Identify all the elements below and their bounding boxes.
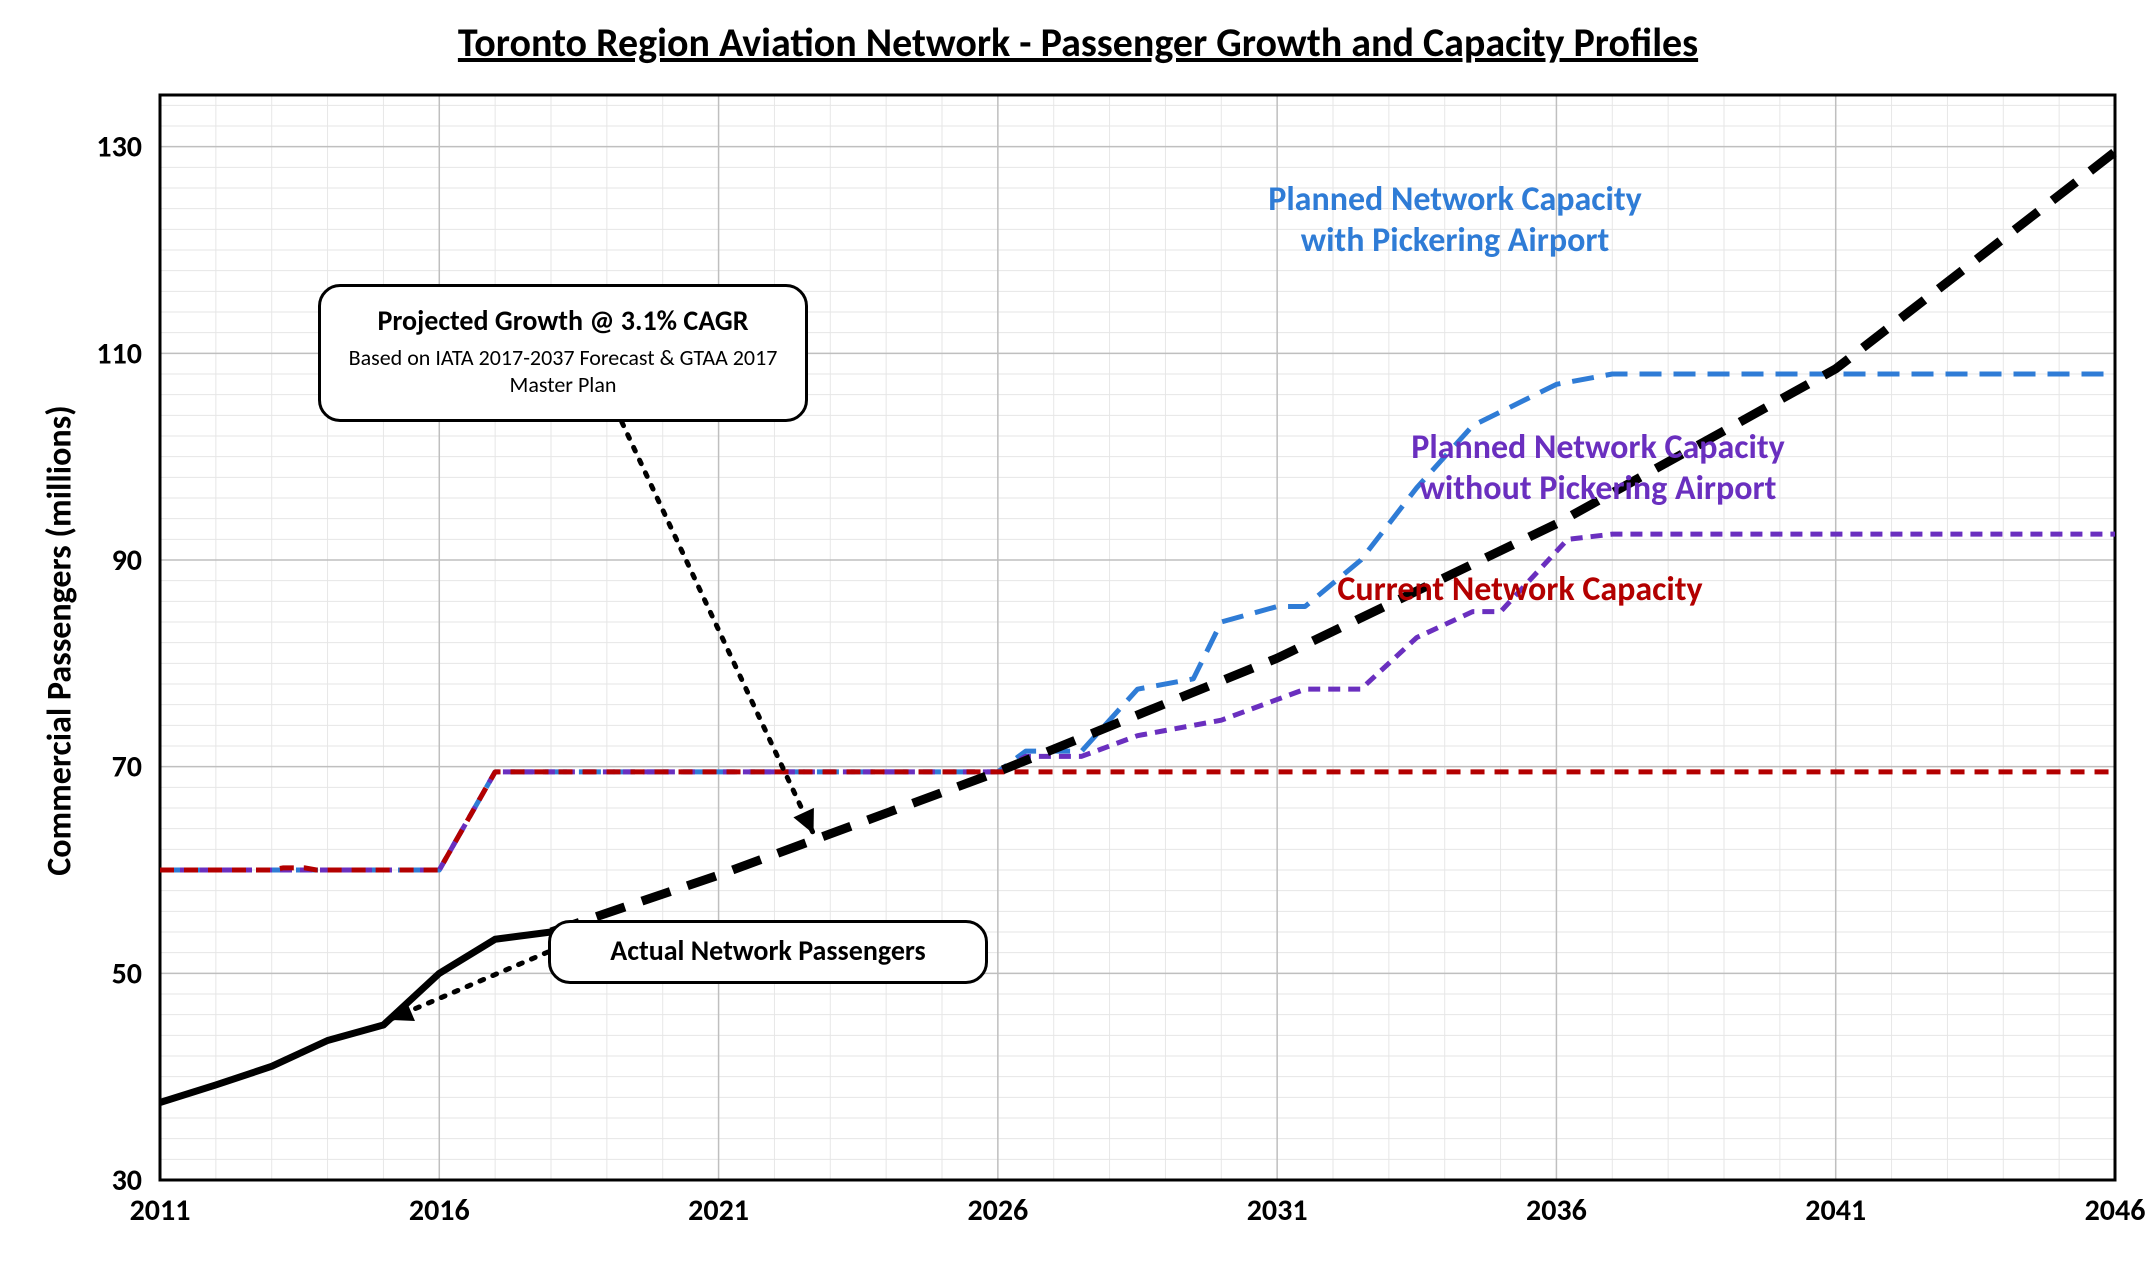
svg-text:130: 130 (96, 129, 142, 166)
label-without-pickering: Planned Network Capacity without Pickeri… (1318, 428, 1878, 510)
label-with-pickering: Planned Network Capacity with Pickering … (1175, 180, 1735, 262)
label-current-capacity: Current Network Capacity (1270, 570, 1770, 611)
svg-text:110: 110 (96, 335, 142, 372)
svg-text:2031: 2031 (1247, 1192, 1308, 1229)
label-with-pickering-line2: with Pickering Airport (1301, 220, 1610, 261)
svg-text:2016: 2016 (409, 1192, 470, 1229)
svg-text:50: 50 (112, 955, 142, 992)
chart-svg: 2011201620212026203120362041204630507090… (0, 0, 2156, 1268)
annotation-projected-sub: Based on IATA 2017-2037 Forecast & GTAA … (341, 344, 785, 398)
svg-text:30: 30 (112, 1162, 142, 1199)
svg-text:2041: 2041 (1805, 1192, 1866, 1229)
label-with-pickering-line1: Planned Network Capacity (1268, 179, 1642, 220)
annotation-actual-passengers: Actual Network Passengers (548, 920, 988, 984)
annotation-actual-title: Actual Network Passengers (571, 933, 965, 968)
svg-text:2036: 2036 (1526, 1192, 1587, 1229)
svg-text:70: 70 (112, 749, 142, 786)
svg-text:90: 90 (112, 542, 142, 579)
annotation-projected-growth: Projected Growth @ 3.1% CAGR Based on IA… (318, 284, 808, 422)
svg-text:2021: 2021 (688, 1192, 749, 1229)
label-without-pickering-line2: without Pickering Airport (1420, 468, 1777, 509)
label-without-pickering-line1: Planned Network Capacity (1411, 427, 1785, 468)
annotation-projected-title: Projected Growth @ 3.1% CAGR (341, 303, 785, 338)
chart-container: Toronto Region Aviation Network - Passen… (0, 0, 2156, 1268)
svg-text:2026: 2026 (967, 1192, 1028, 1229)
svg-text:2046: 2046 (2085, 1192, 2146, 1229)
